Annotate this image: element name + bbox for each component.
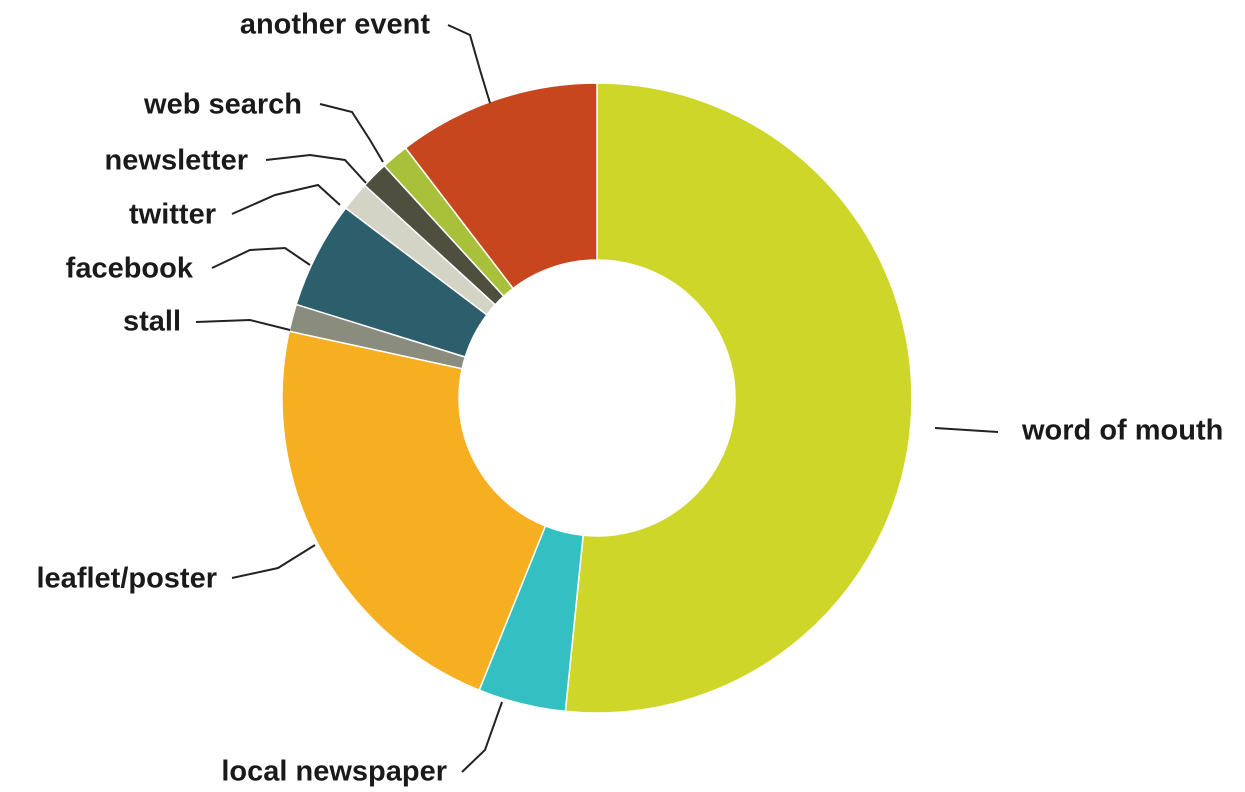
leader-line-leaflet-poster xyxy=(231,544,316,579)
slice-another-event xyxy=(404,82,598,290)
label-another-event: another event xyxy=(240,9,430,41)
label-facebook: facebook xyxy=(66,253,194,285)
label-twitter: twitter xyxy=(129,199,216,231)
label-word-of-mouth: word of mouth xyxy=(1021,415,1223,447)
slice-word-of-mouth xyxy=(564,82,913,714)
label-web-search: web search xyxy=(143,89,302,121)
label-stall: stall xyxy=(123,306,181,338)
labels-layer: word of mouth local newspaper leaflet/post… xyxy=(37,9,1224,788)
label-local-newspaper: local newspaper xyxy=(221,756,447,788)
slice-leaflet-poster xyxy=(281,330,547,692)
leader-line-web-search xyxy=(319,103,384,163)
leader-line-stall xyxy=(195,318,291,331)
label-leaflet-poster: leaflet/poster xyxy=(37,563,218,595)
leader-line-newsletter xyxy=(265,153,367,184)
leader-line-facebook xyxy=(211,246,311,269)
slices-layer xyxy=(281,82,913,714)
leader-line-another-event xyxy=(447,24,491,104)
label-newsletter: newsletter xyxy=(105,145,248,177)
leader-line-twitter xyxy=(231,183,341,215)
leader-line-word-of-mouth xyxy=(934,427,999,433)
leader-line-local-newspaper xyxy=(461,701,503,773)
leader-lines-layer xyxy=(195,24,999,773)
